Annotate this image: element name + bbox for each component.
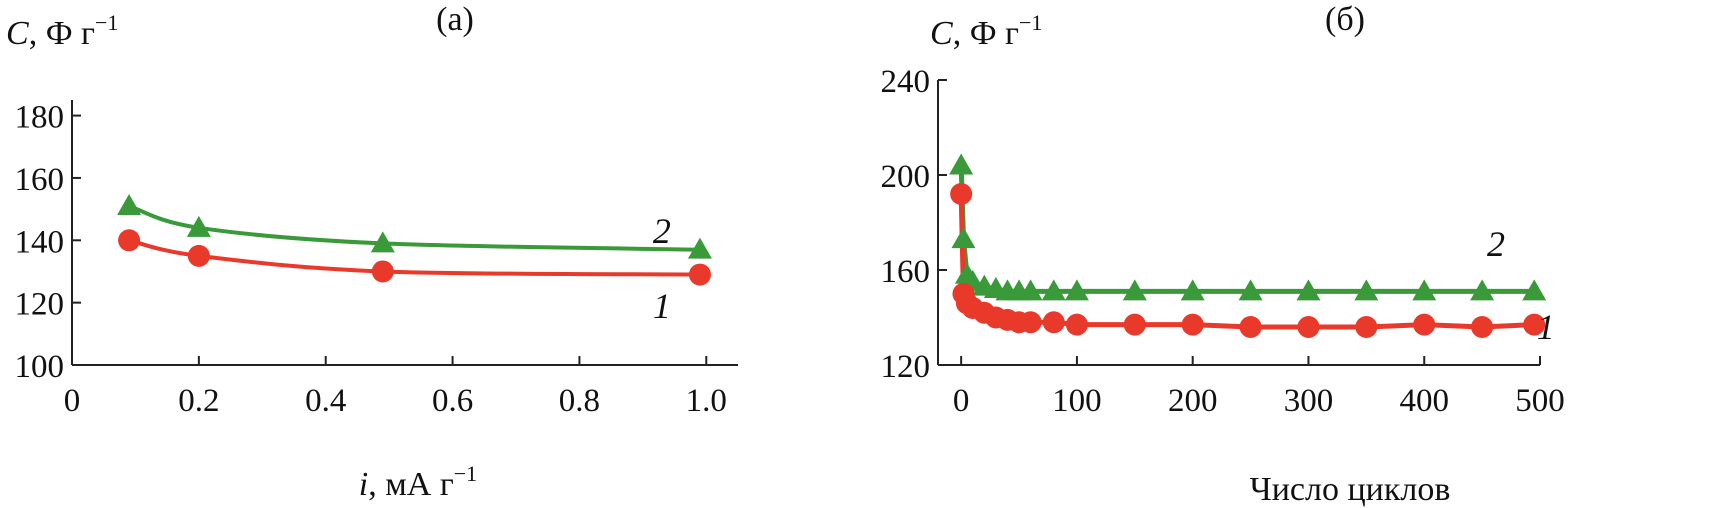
- data-point-series-1: [950, 183, 973, 205]
- y-tick-label: 160: [15, 162, 65, 198]
- panel-b-xlabel: Число циклов: [1250, 471, 1451, 508]
- y-tick-label: 200: [881, 159, 931, 195]
- panel-a: (a) C, Ф г−1 i, мА г−1 100 120 140 160 180 0 0…: [6, 1, 738, 503]
- data-point-series-1: [1065, 313, 1088, 336]
- data-point-series-2: [1122, 279, 1147, 301]
- data-point-series-1: [1181, 313, 1204, 336]
- data-point-series-1: [1471, 316, 1494, 338]
- series-line-1: [958, 193, 1535, 330]
- panel-a-ylabel: C, Ф г−1: [6, 10, 118, 52]
- panel-b-ylabel: C, Ф г−1: [930, 10, 1042, 52]
- data-point-series-2: [370, 231, 395, 253]
- curve-label-1: 1: [1537, 307, 1555, 347]
- data-point-series-2: [1041, 279, 1066, 301]
- data-point-series-1: [118, 229, 141, 252]
- y-tick-label: 120: [15, 287, 65, 323]
- data-point-series-2: [1238, 279, 1263, 301]
- series-line-2: [128, 204, 700, 252]
- series-line-1: [128, 238, 700, 277]
- curve-label-1: 1: [653, 286, 671, 326]
- data-point-series-2: [1180, 279, 1205, 301]
- curve-label-2: 2: [653, 211, 671, 251]
- data-point-series-2: [687, 237, 712, 259]
- data-point-series-1: [1042, 311, 1065, 334]
- x-tick-label: 500: [1515, 383, 1565, 419]
- data-point-series-1: [1239, 316, 1262, 338]
- panel-b-label: (б): [1325, 1, 1365, 38]
- data-point-series-1: [1523, 313, 1546, 336]
- series-line-2: [958, 165, 1535, 294]
- data-point-series-2: [1354, 279, 1379, 301]
- data-point-series-1: [1019, 311, 1042, 334]
- data-point-series-2: [1412, 279, 1437, 301]
- data-point-series-1: [1355, 316, 1378, 338]
- x-tick-label: 0.4: [305, 383, 346, 419]
- y-tick-label: 140: [15, 224, 65, 260]
- data-point-series-2: [1064, 279, 1089, 301]
- data-point-series-1: [1123, 313, 1146, 336]
- x-tick-label: 200: [1168, 383, 1218, 419]
- y-tick-label: 180: [15, 100, 65, 136]
- y-tick-label: 120: [881, 349, 931, 385]
- x-tick-label: 0: [64, 383, 81, 419]
- y-tick-label: 100: [15, 349, 65, 385]
- data-point-series-2: [1296, 279, 1321, 301]
- data-point-series-2: [117, 194, 142, 215]
- data-point-series-1: [1413, 313, 1436, 336]
- x-tick-label: 1.0: [686, 383, 727, 419]
- y-tick-label: 160: [881, 254, 931, 290]
- data-point-series-1: [187, 244, 210, 267]
- panel-a-xlabel: i, мА г−1: [359, 461, 477, 503]
- y-tick-label: 240: [881, 64, 931, 100]
- x-tick-label: 100: [1052, 383, 1102, 419]
- data-point-series-2: [1018, 279, 1043, 301]
- data-point-series-1: [371, 260, 394, 283]
- data-point-series-1: [1297, 316, 1320, 338]
- x-tick-label: 400: [1399, 383, 1449, 419]
- x-tick-label: 0.6: [432, 383, 473, 419]
- panel-a-label: (a): [436, 1, 474, 38]
- x-tick-label: 300: [1284, 383, 1334, 419]
- x-tick-label: 0.8: [559, 383, 600, 419]
- data-point-series-1: [688, 263, 711, 286]
- x-tick-label: 0.2: [178, 383, 219, 419]
- data-point-series-2: [1522, 279, 1547, 301]
- curve-label-2: 2: [1487, 224, 1505, 264]
- data-point-series-2: [1470, 279, 1495, 301]
- data-point-series-2: [186, 215, 211, 237]
- data-point-series-2: [951, 227, 976, 249]
- x-tick-label: 0: [953, 383, 970, 419]
- data-point-series-2: [949, 153, 974, 175]
